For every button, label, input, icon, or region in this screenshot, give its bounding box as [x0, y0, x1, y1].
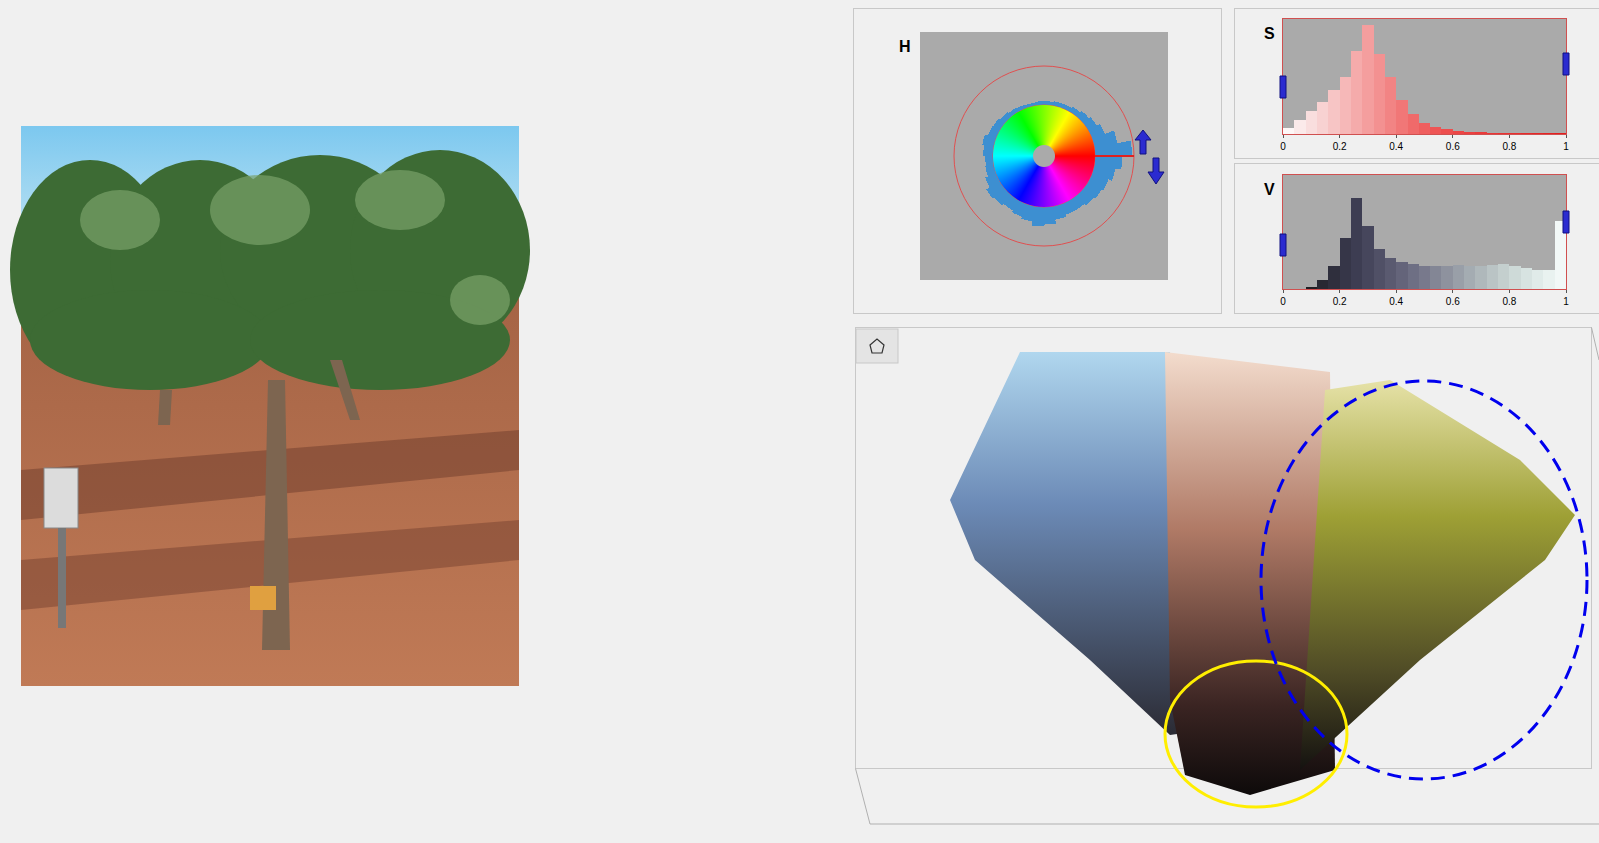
- svg-text:0.2: 0.2: [1333, 141, 1347, 152]
- svg-text:0.6: 0.6: [1446, 296, 1460, 307]
- svg-text:0.8: 0.8: [1502, 296, 1516, 307]
- svg-text:1: 1: [1563, 296, 1569, 307]
- svg-text:V: V: [1264, 181, 1275, 198]
- svg-text:0.4: 0.4: [1389, 141, 1403, 152]
- svg-text:0.4: 0.4: [1389, 296, 1403, 307]
- svg-text:0.2: 0.2: [1333, 296, 1347, 307]
- svg-text:S: S: [1264, 25, 1275, 42]
- svg-text:1: 1: [1563, 141, 1569, 152]
- svg-text:H: H: [899, 38, 911, 55]
- svg-text:0: 0: [1280, 296, 1286, 307]
- svg-text:0: 0: [1280, 141, 1286, 152]
- svg-text:0.8: 0.8: [1502, 141, 1516, 152]
- svg-text:0.6: 0.6: [1446, 141, 1460, 152]
